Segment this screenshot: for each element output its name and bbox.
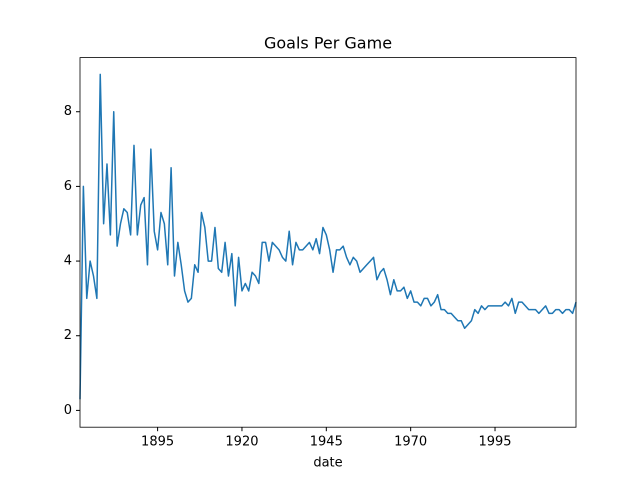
y-tick-label: 0 [64, 403, 72, 418]
x-tick-label: 1920 [225, 435, 258, 450]
line [79, 73, 577, 400]
x-tick-label: 1995 [478, 435, 511, 450]
y-tick-label: 6 [64, 179, 72, 194]
x-tick-label: 1895 [141, 435, 174, 450]
chart-title: Goals Per Game [264, 34, 392, 53]
y-tick-label: 2 [64, 328, 72, 343]
x-axis-label: date [313, 456, 342, 471]
x-tick-label: 1970 [394, 435, 427, 450]
x-tick-label: 1945 [310, 435, 343, 450]
plot-frame [79, 57, 577, 428]
y-tick-label: 4 [64, 254, 72, 269]
y-tick-label: 8 [64, 104, 72, 119]
